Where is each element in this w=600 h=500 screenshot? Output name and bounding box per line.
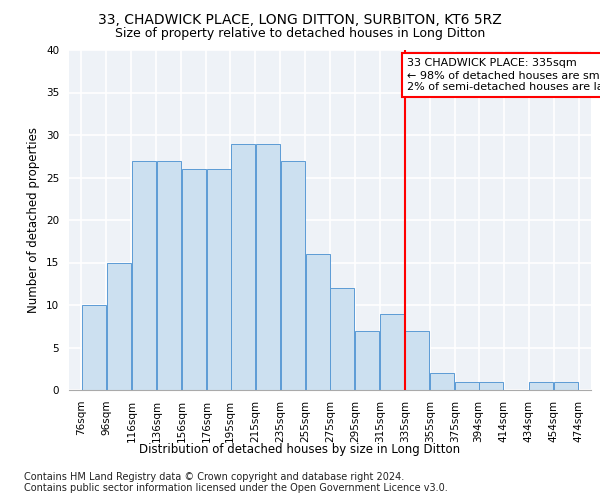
Bar [479, 382, 503, 390]
Bar [529, 382, 553, 390]
Bar [406, 330, 430, 390]
Text: 33, CHADWICK PLACE, LONG DITTON, SURBITON, KT6 5RZ: 33, CHADWICK PLACE, LONG DITTON, SURBITO… [98, 12, 502, 26]
Bar [132, 160, 156, 390]
Text: Distribution of detached houses by size in Long Ditton: Distribution of detached houses by size … [139, 442, 461, 456]
Text: 33 CHADWICK PLACE: 335sqm
← 98% of detached houses are smaller (219)
2% of semi-: 33 CHADWICK PLACE: 335sqm ← 98% of detac… [407, 58, 600, 92]
Bar [256, 144, 280, 390]
Bar [331, 288, 355, 390]
Text: Contains public sector information licensed under the Open Government Licence v3: Contains public sector information licen… [24, 483, 448, 493]
Text: Size of property relative to detached houses in Long Ditton: Size of property relative to detached ho… [115, 28, 485, 40]
Bar [355, 330, 379, 390]
Bar [430, 373, 454, 390]
Y-axis label: Number of detached properties: Number of detached properties [28, 127, 40, 313]
Bar [230, 144, 254, 390]
Bar [380, 314, 404, 390]
Bar [207, 169, 231, 390]
Bar [157, 160, 181, 390]
Bar [281, 160, 305, 390]
Bar [182, 169, 206, 390]
Text: Contains HM Land Registry data © Crown copyright and database right 2024.: Contains HM Land Registry data © Crown c… [24, 472, 404, 482]
Bar [82, 305, 106, 390]
Bar [107, 262, 131, 390]
Bar [455, 382, 479, 390]
Bar [554, 382, 578, 390]
Bar [305, 254, 329, 390]
